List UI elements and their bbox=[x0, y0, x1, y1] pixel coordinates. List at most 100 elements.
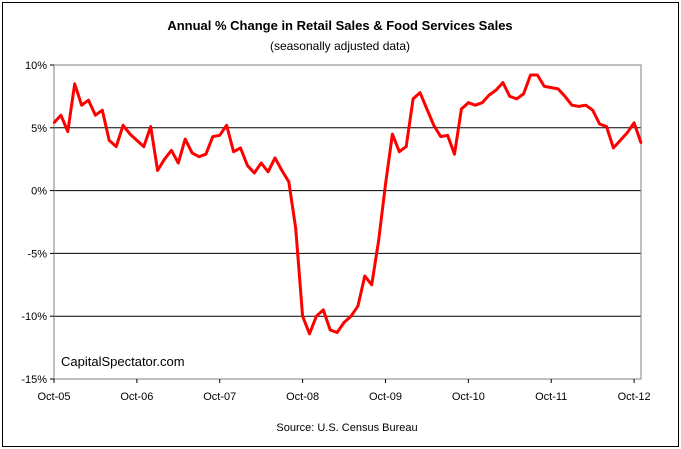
data-point bbox=[398, 150, 401, 153]
data-point bbox=[377, 239, 380, 243]
data-point bbox=[170, 149, 173, 152]
x-tick-label: Oct-08 bbox=[286, 391, 319, 403]
data-point bbox=[453, 152, 456, 156]
plot-area bbox=[53, 64, 642, 380]
source-note: Source: U.S. Census Bureau bbox=[276, 422, 417, 434]
data-point bbox=[156, 169, 159, 172]
data-point bbox=[308, 332, 311, 335]
data-point bbox=[114, 145, 118, 148]
data-point bbox=[570, 103, 574, 107]
data-point bbox=[149, 125, 152, 128]
data-point bbox=[204, 152, 208, 156]
data-point bbox=[253, 171, 256, 175]
data-point bbox=[550, 86, 553, 89]
x-tick-label: Oct-10 bbox=[452, 391, 485, 403]
data-point bbox=[363, 274, 366, 278]
data-point bbox=[80, 103, 83, 107]
data-point bbox=[405, 145, 408, 148]
data-point bbox=[425, 107, 429, 111]
data-point bbox=[280, 169, 284, 172]
data-point bbox=[556, 87, 560, 91]
data-point bbox=[190, 151, 194, 155]
data-point bbox=[163, 158, 166, 161]
data-point bbox=[391, 132, 394, 136]
data-point bbox=[474, 103, 477, 107]
data-point bbox=[259, 161, 263, 165]
x-tick-label: Oct-05 bbox=[37, 391, 70, 403]
data-point bbox=[460, 107, 463, 111]
data-point bbox=[94, 114, 97, 117]
data-point bbox=[384, 183, 387, 186]
data-point bbox=[322, 308, 325, 312]
data-point bbox=[515, 97, 518, 101]
y-tick-label: 10% bbox=[25, 60, 47, 72]
series-points bbox=[52, 73, 643, 335]
data-point bbox=[232, 150, 235, 153]
data-point bbox=[467, 101, 470, 104]
data-point bbox=[432, 124, 436, 127]
data-point bbox=[612, 146, 615, 150]
data-point bbox=[108, 139, 111, 142]
y-tick-label: 0% bbox=[31, 186, 47, 198]
data-point bbox=[197, 155, 201, 158]
data-point bbox=[536, 73, 539, 77]
data-point bbox=[501, 81, 505, 84]
data-point bbox=[625, 131, 629, 135]
data-point bbox=[522, 92, 525, 96]
data-point bbox=[480, 101, 484, 104]
data-point bbox=[487, 93, 491, 97]
data-point bbox=[349, 315, 353, 318]
chart-title: Annual % Change in Retail Sales & Food S… bbox=[167, 18, 512, 33]
data-point bbox=[266, 170, 270, 173]
x-tick-label: Oct-11 bbox=[535, 391, 567, 403]
data-point bbox=[128, 132, 132, 136]
data-point bbox=[66, 130, 70, 133]
chart-subtitle: (seasonally adjusted data) bbox=[270, 39, 410, 53]
data-point bbox=[135, 139, 139, 142]
data-point bbox=[605, 125, 608, 128]
data-point bbox=[446, 134, 449, 137]
x-axis: Oct-05 Oct-06 Oct-07 Oct-08 Oct-09 Oct-10 Oct-… bbox=[37, 379, 651, 403]
data-point bbox=[73, 82, 76, 86]
data-point bbox=[246, 164, 249, 167]
data-point bbox=[418, 91, 422, 94]
y-tick-label: -15% bbox=[21, 374, 47, 386]
data-point bbox=[577, 105, 581, 108]
data-point bbox=[591, 109, 594, 112]
x-tick-label: Oct-09 bbox=[369, 391, 402, 403]
data-point bbox=[315, 315, 318, 318]
data-point bbox=[177, 161, 180, 165]
data-point bbox=[619, 139, 622, 142]
data-point bbox=[370, 283, 373, 286]
data-point bbox=[287, 180, 290, 184]
data-point bbox=[301, 315, 304, 318]
data-point bbox=[329, 328, 332, 332]
data-point bbox=[411, 97, 415, 101]
data-point bbox=[101, 109, 104, 112]
data-point bbox=[508, 95, 511, 98]
data-point bbox=[121, 124, 125, 127]
data-point bbox=[584, 103, 587, 107]
x-tick-label: Oct-06 bbox=[120, 391, 153, 403]
x-tick-label: Oct-07 bbox=[203, 391, 236, 403]
data-point bbox=[59, 114, 63, 117]
data-point bbox=[632, 121, 636, 124]
data-point bbox=[218, 134, 221, 137]
data-point bbox=[294, 227, 297, 230]
data-point bbox=[211, 135, 215, 138]
grid-lines bbox=[54, 64, 641, 317]
data-point bbox=[142, 145, 145, 148]
data-point bbox=[184, 137, 187, 141]
data-point bbox=[342, 321, 346, 324]
data-point bbox=[598, 122, 601, 126]
data-point bbox=[273, 156, 277, 160]
data-point bbox=[529, 73, 532, 77]
watermark-text: CapitalSpectator.com bbox=[61, 354, 185, 369]
series-line bbox=[52, 73, 643, 336]
y-tick-label: 5% bbox=[31, 123, 47, 135]
y-axis: 10% 5% 0% -5% -10% -15% bbox=[21, 60, 54, 386]
y-tick-label: -5% bbox=[27, 248, 47, 260]
y-tick-label: -10% bbox=[21, 311, 47, 323]
data-point bbox=[87, 98, 90, 102]
